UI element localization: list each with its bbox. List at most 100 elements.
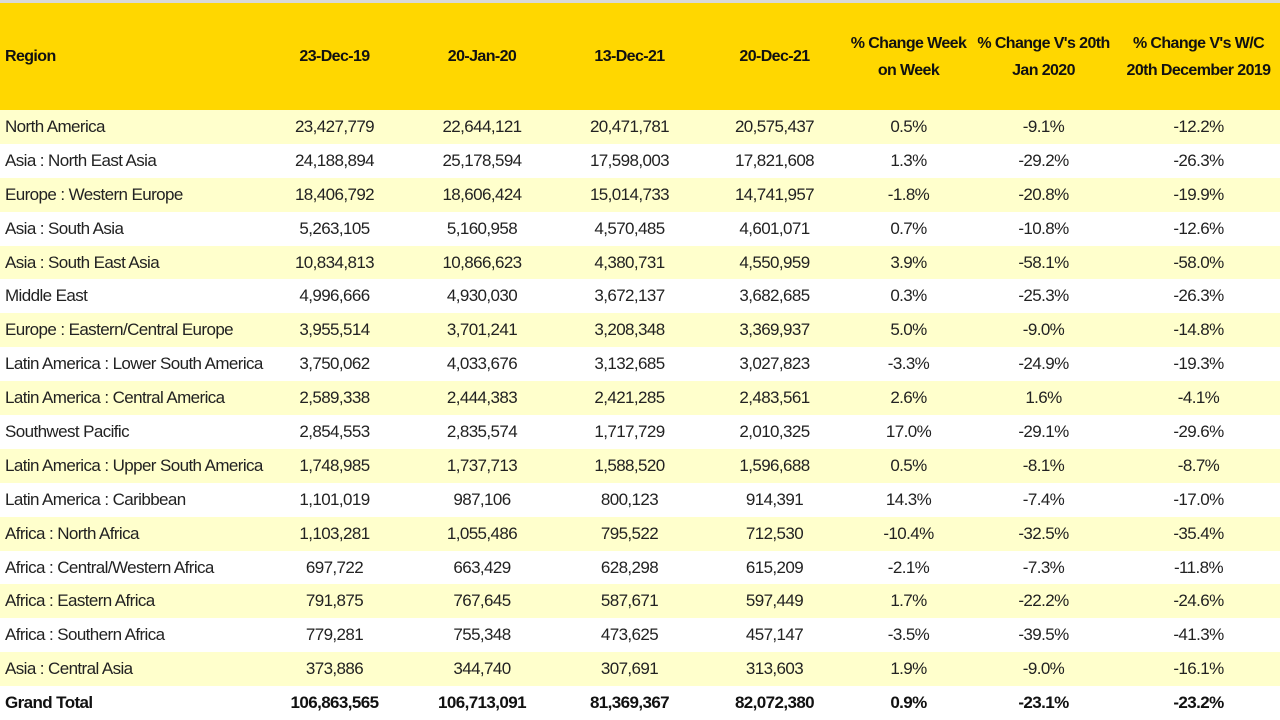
cell-20-jan-20: 3,701,241 xyxy=(407,313,557,348)
cell-pct-change-wow: 1.9% xyxy=(847,652,970,687)
cell-region: Middle East xyxy=(0,279,262,314)
cell-13-dec-21: 81,369,367 xyxy=(557,686,702,720)
cell-20-dec-21: 615,209 xyxy=(702,550,847,585)
cell-20-jan-20: 767,645 xyxy=(407,584,557,619)
cell-20-dec-21: 20,575,437 xyxy=(702,110,847,144)
cell-pct-change-vs-dec-2019: -16.1% xyxy=(1117,652,1280,687)
cell-pct-change-wow: 5.0% xyxy=(847,313,970,348)
cell-13-dec-21: 4,570,485 xyxy=(557,211,702,246)
table-row: Africa : Southern Africa 779,281 755,348 47… xyxy=(0,618,1280,653)
cell-20-dec-21: 17,821,608 xyxy=(702,143,847,178)
cell-20-jan-20: 1,055,486 xyxy=(407,516,557,551)
cell-pct-change-vs-dec-2019: -35.4% xyxy=(1117,516,1280,551)
cell-20-dec-21: 3,369,937 xyxy=(702,313,847,348)
cell-region: Latin America : Central America xyxy=(0,381,262,416)
cell-pct-change-wow: -10.4% xyxy=(847,516,970,551)
cell-pct-change-vs-dec-2019: -41.3% xyxy=(1117,618,1280,653)
cell-pct-change-vs-dec-2019: -17.0% xyxy=(1117,482,1280,517)
table-row: Asia : North East Asia 24,188,894 25,178,5… xyxy=(0,143,1280,178)
cell-20-jan-20: 4,930,030 xyxy=(407,279,557,314)
cell-region: Asia : Central Asia xyxy=(0,652,262,687)
cell-region: Africa : Eastern Africa xyxy=(0,584,262,619)
cell-13-dec-21: 795,522 xyxy=(557,516,702,551)
header-23-dec-19: 23-Dec-19 xyxy=(262,3,407,110)
cell-20-dec-21: 712,530 xyxy=(702,516,847,551)
cell-23-dec-19: 10,834,813 xyxy=(262,245,407,280)
cell-pct-change-wow: 0.7% xyxy=(847,211,970,246)
cell-pct-change-wow: 0.5% xyxy=(847,110,970,144)
cell-pct-change-wow: -3.5% xyxy=(847,618,970,653)
cell-pct-change-vs-jan-2020: -22.2% xyxy=(970,584,1117,619)
cell-pct-change-vs-dec-2019: -14.8% xyxy=(1117,313,1280,348)
table-row: Europe : Western Europe 18,406,792 18,606,… xyxy=(0,177,1280,212)
cell-13-dec-21: 15,014,733 xyxy=(557,177,702,212)
cell-pct-change-vs-jan-2020: -9.0% xyxy=(970,652,1117,687)
cell-pct-change-vs-dec-2019: -58.0% xyxy=(1117,245,1280,280)
cell-region: Africa : Central/Western Africa xyxy=(0,550,262,585)
cell-pct-change-vs-jan-2020: -9.0% xyxy=(970,313,1117,348)
cell-pct-change-wow: 0.9% xyxy=(847,686,970,720)
cell-23-dec-19: 5,263,105 xyxy=(262,211,407,246)
cell-pct-change-vs-jan-2020: 1.6% xyxy=(970,381,1117,416)
table-row: Latin America : Upper South America 1,748… xyxy=(0,448,1280,483)
cell-pct-change-wow: -3.3% xyxy=(847,347,970,382)
cell-23-dec-19: 1,748,985 xyxy=(262,448,407,483)
cell-23-dec-19: 697,722 xyxy=(262,550,407,585)
cell-region: Asia : South Asia xyxy=(0,211,262,246)
cell-20-dec-21: 14,741,957 xyxy=(702,177,847,212)
cell-pct-change-vs-jan-2020: -24.9% xyxy=(970,347,1117,382)
cell-region: Asia : South East Asia xyxy=(0,245,262,280)
cell-pct-change-vs-jan-2020: -29.1% xyxy=(970,415,1117,449)
cell-20-dec-21: 3,682,685 xyxy=(702,279,847,314)
cell-13-dec-21: 473,625 xyxy=(557,618,702,653)
cell-region: Latin America : Upper South America xyxy=(0,448,263,483)
cell-region: Southwest Pacific xyxy=(0,415,262,449)
cell-20-dec-21: 82,072,380 xyxy=(702,686,847,720)
cell-pct-change-vs-dec-2019: -24.6% xyxy=(1117,584,1280,619)
cell-pct-change-vs-dec-2019: -26.3% xyxy=(1117,143,1280,178)
table-row: Southwest Pacific 2,854,553 2,835,574 1,717… xyxy=(0,415,1280,449)
cell-20-dec-21: 2,010,325 xyxy=(702,415,847,449)
cell-pct-change-vs-jan-2020: -10.8% xyxy=(970,211,1117,246)
cell-pct-change-vs-jan-2020: -20.8% xyxy=(970,177,1117,212)
cell-13-dec-21: 1,717,729 xyxy=(557,415,702,449)
cell-pct-change-wow: 14.3% xyxy=(847,482,970,517)
cell-pct-change-wow: 1.7% xyxy=(847,584,970,619)
cell-pct-change-vs-jan-2020: -58.1% xyxy=(970,245,1117,280)
cell-13-dec-21: 3,672,137 xyxy=(557,279,702,314)
cell-23-dec-19: 1,103,281 xyxy=(262,516,407,551)
table-row: Africa : Central/Western Africa 697,722 66… xyxy=(0,550,1280,585)
cell-13-dec-21: 587,671 xyxy=(557,584,702,619)
cell-20-jan-20: 4,033,676 xyxy=(407,347,557,382)
cell-pct-change-vs-dec-2019: -23.2% xyxy=(1117,686,1280,720)
cell-pct-change-vs-jan-2020: -8.1% xyxy=(970,448,1117,483)
table-row: Africa : Eastern Africa 791,875 767,645 587… xyxy=(0,584,1280,619)
header-13-dec-21: 13-Dec-21 xyxy=(557,3,702,110)
table-row: Latin America : Caribbean 1,101,019 987,10… xyxy=(0,482,1280,517)
cell-pct-change-vs-dec-2019: -12.6% xyxy=(1117,211,1280,246)
cell-region: Grand Total xyxy=(0,686,262,720)
cell-region: Africa : North Africa xyxy=(0,516,262,551)
cell-13-dec-21: 800,123 xyxy=(557,482,702,517)
table-row: North America 23,427,779 22,644,121 20,471,… xyxy=(0,110,1280,144)
cell-23-dec-19: 24,188,894 xyxy=(262,143,407,178)
cell-20-jan-20: 5,160,958 xyxy=(407,211,557,246)
cell-23-dec-19: 779,281 xyxy=(262,618,407,653)
cell-23-dec-19: 1,101,019 xyxy=(262,482,407,517)
cell-20-jan-20: 18,606,424 xyxy=(407,177,557,212)
cell-23-dec-19: 791,875 xyxy=(262,584,407,619)
cell-region: Africa : Southern Africa xyxy=(0,618,262,653)
cell-pct-change-vs-dec-2019: -12.2% xyxy=(1117,110,1280,144)
header-pct-change-wow: % Change Week on Week xyxy=(847,3,970,110)
cell-23-dec-19: 106,863,565 xyxy=(262,686,407,720)
cell-20-jan-20: 1,737,713 xyxy=(407,448,557,483)
cell-13-dec-21: 4,380,731 xyxy=(557,245,702,280)
cell-pct-change-vs-jan-2020: -32.5% xyxy=(970,516,1117,551)
table-row: Asia : Central Asia 373,886 344,740 307,691… xyxy=(0,652,1280,687)
table-row: Middle East 4,996,666 4,930,030 3,672,137 3,… xyxy=(0,279,1280,314)
cell-pct-change-vs-jan-2020: -7.4% xyxy=(970,482,1117,517)
cell-13-dec-21: 20,471,781 xyxy=(557,110,702,144)
cell-pct-change-vs-jan-2020: -39.5% xyxy=(970,618,1117,653)
cell-region: Latin America : Lower South America xyxy=(0,347,263,382)
cell-pct-change-wow: -2.1% xyxy=(847,550,970,585)
